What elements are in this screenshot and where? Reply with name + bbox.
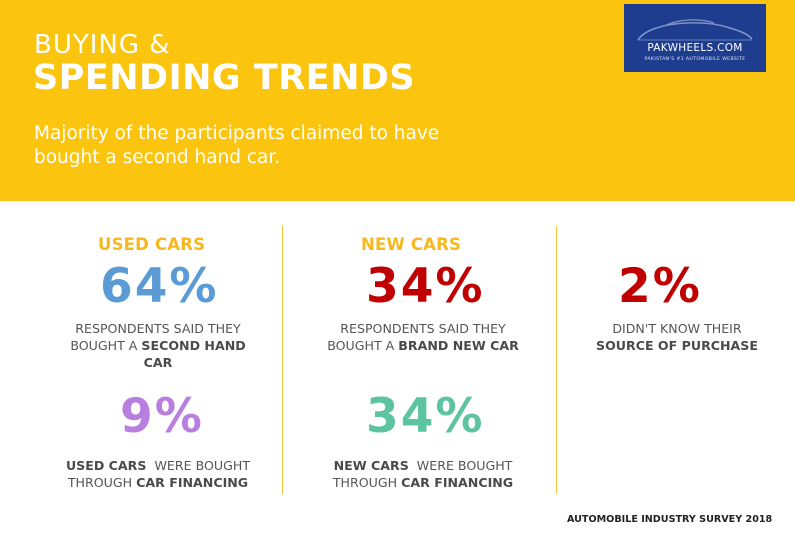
- new-financing-description: NEW CARS WERE BOUGHT THROUGH CAR FINANCI…: [300, 457, 546, 491]
- used-desc-line-3: CAR: [40, 354, 276, 371]
- new-fin-line-1: NEW CARS WERE BOUGHT: [300, 457, 546, 474]
- used-fin-plain: WERE BOUGHT: [146, 458, 251, 473]
- new-fin-plain-2: THROUGH: [332, 475, 402, 490]
- unknown-source-description: DIDN'T KNOW THEIR SOURCE OF PURCHASE: [566, 320, 788, 354]
- used-fin-line-1: USED CARS WERE BOUGHT: [40, 457, 276, 474]
- subtitle-line-1: Majority of the participants claimed to …: [34, 123, 440, 144]
- new-desc-line-2: BOUGHT A BRAND NEW CAR: [300, 337, 546, 354]
- unknown-desc-line-1: DIDN'T KNOW THEIR: [612, 321, 742, 336]
- used-fin-bold-2: CAR FINANCING: [136, 475, 249, 490]
- subtitle: Majority of the participants claimed to …: [34, 122, 554, 170]
- used-desc-bold: SECOND HAND: [141, 338, 246, 353]
- used-fin-bold: USED CARS: [65, 458, 147, 473]
- title-line-1: BUYING &: [34, 30, 171, 60]
- new-cars-percent: 34%: [366, 259, 485, 314]
- car-silhouette-icon: [637, 19, 753, 41]
- unknown-desc-line-2: SOURCE OF PURCHASE: [566, 337, 788, 354]
- used-fin-line-2: THROUGH CAR FINANCING: [40, 474, 276, 491]
- new-fin-bold-2: CAR FINANCING: [401, 475, 514, 490]
- new-cars-heading: NEW CARS: [361, 235, 462, 254]
- used-fin-plain-2: THROUGH: [67, 475, 137, 490]
- used-desc-bold-2: CAR: [143, 355, 173, 370]
- new-fin-line-2: THROUGH CAR FINANCING: [300, 474, 546, 491]
- subtitle-line-2: bought a second hand car.: [34, 147, 281, 168]
- unknown-source-percent: 2%: [618, 259, 702, 314]
- used-desc-line-2: BOUGHT A SECOND HAND: [40, 337, 276, 354]
- unknown-desc-bold: SOURCE OF PURCHASE: [596, 338, 758, 353]
- used-financing-description: USED CARS WERE BOUGHT THROUGH CAR FINANC…: [40, 457, 276, 491]
- used-financing-percent: 9%: [120, 389, 204, 444]
- new-desc-plain: BOUGHT A: [327, 338, 399, 353]
- used-desc-line-1: RESPONDENTS SAID THEY: [75, 321, 241, 336]
- used-cars-heading: USED CARS: [98, 235, 206, 254]
- logo-tagline: PAKISTAN'S #1 AUTOMOBILE WEBSITE: [644, 57, 746, 62]
- header-banner: BUYING & SPENDING TRENDS Majority of the…: [0, 0, 795, 201]
- column-divider-1: [282, 226, 283, 494]
- used-cars-percent: 64%: [100, 259, 219, 314]
- used-desc-plain: BOUGHT A: [70, 338, 142, 353]
- used-cars-description: RESPONDENTS SAID THEY BOUGHT A SECOND HA…: [40, 320, 276, 371]
- new-fin-bold: NEW CARS: [333, 458, 409, 473]
- new-financing-percent: 34%: [366, 389, 485, 444]
- new-fin-plain: WERE BOUGHT: [408, 458, 513, 473]
- column-divider-2: [556, 226, 557, 494]
- new-cars-description: RESPONDENTS SAID THEY BOUGHT A BRAND NEW…: [300, 320, 546, 354]
- new-desc-bold: BRAND NEW CAR: [398, 338, 519, 353]
- logo-text: PAKWHEELS.COM: [647, 42, 743, 54]
- title-line-2: SPENDING TRENDS: [33, 58, 416, 98]
- survey-footer: AUTOMOBILE INDUSTRY SURVEY 2018: [567, 514, 773, 525]
- pakwheels-logo: PAKWHEELS.COM PAKISTAN'S #1 AUTOMOBILE W…: [624, 4, 766, 72]
- new-desc-line-1: RESPONDENTS SAID THEY: [340, 321, 506, 336]
